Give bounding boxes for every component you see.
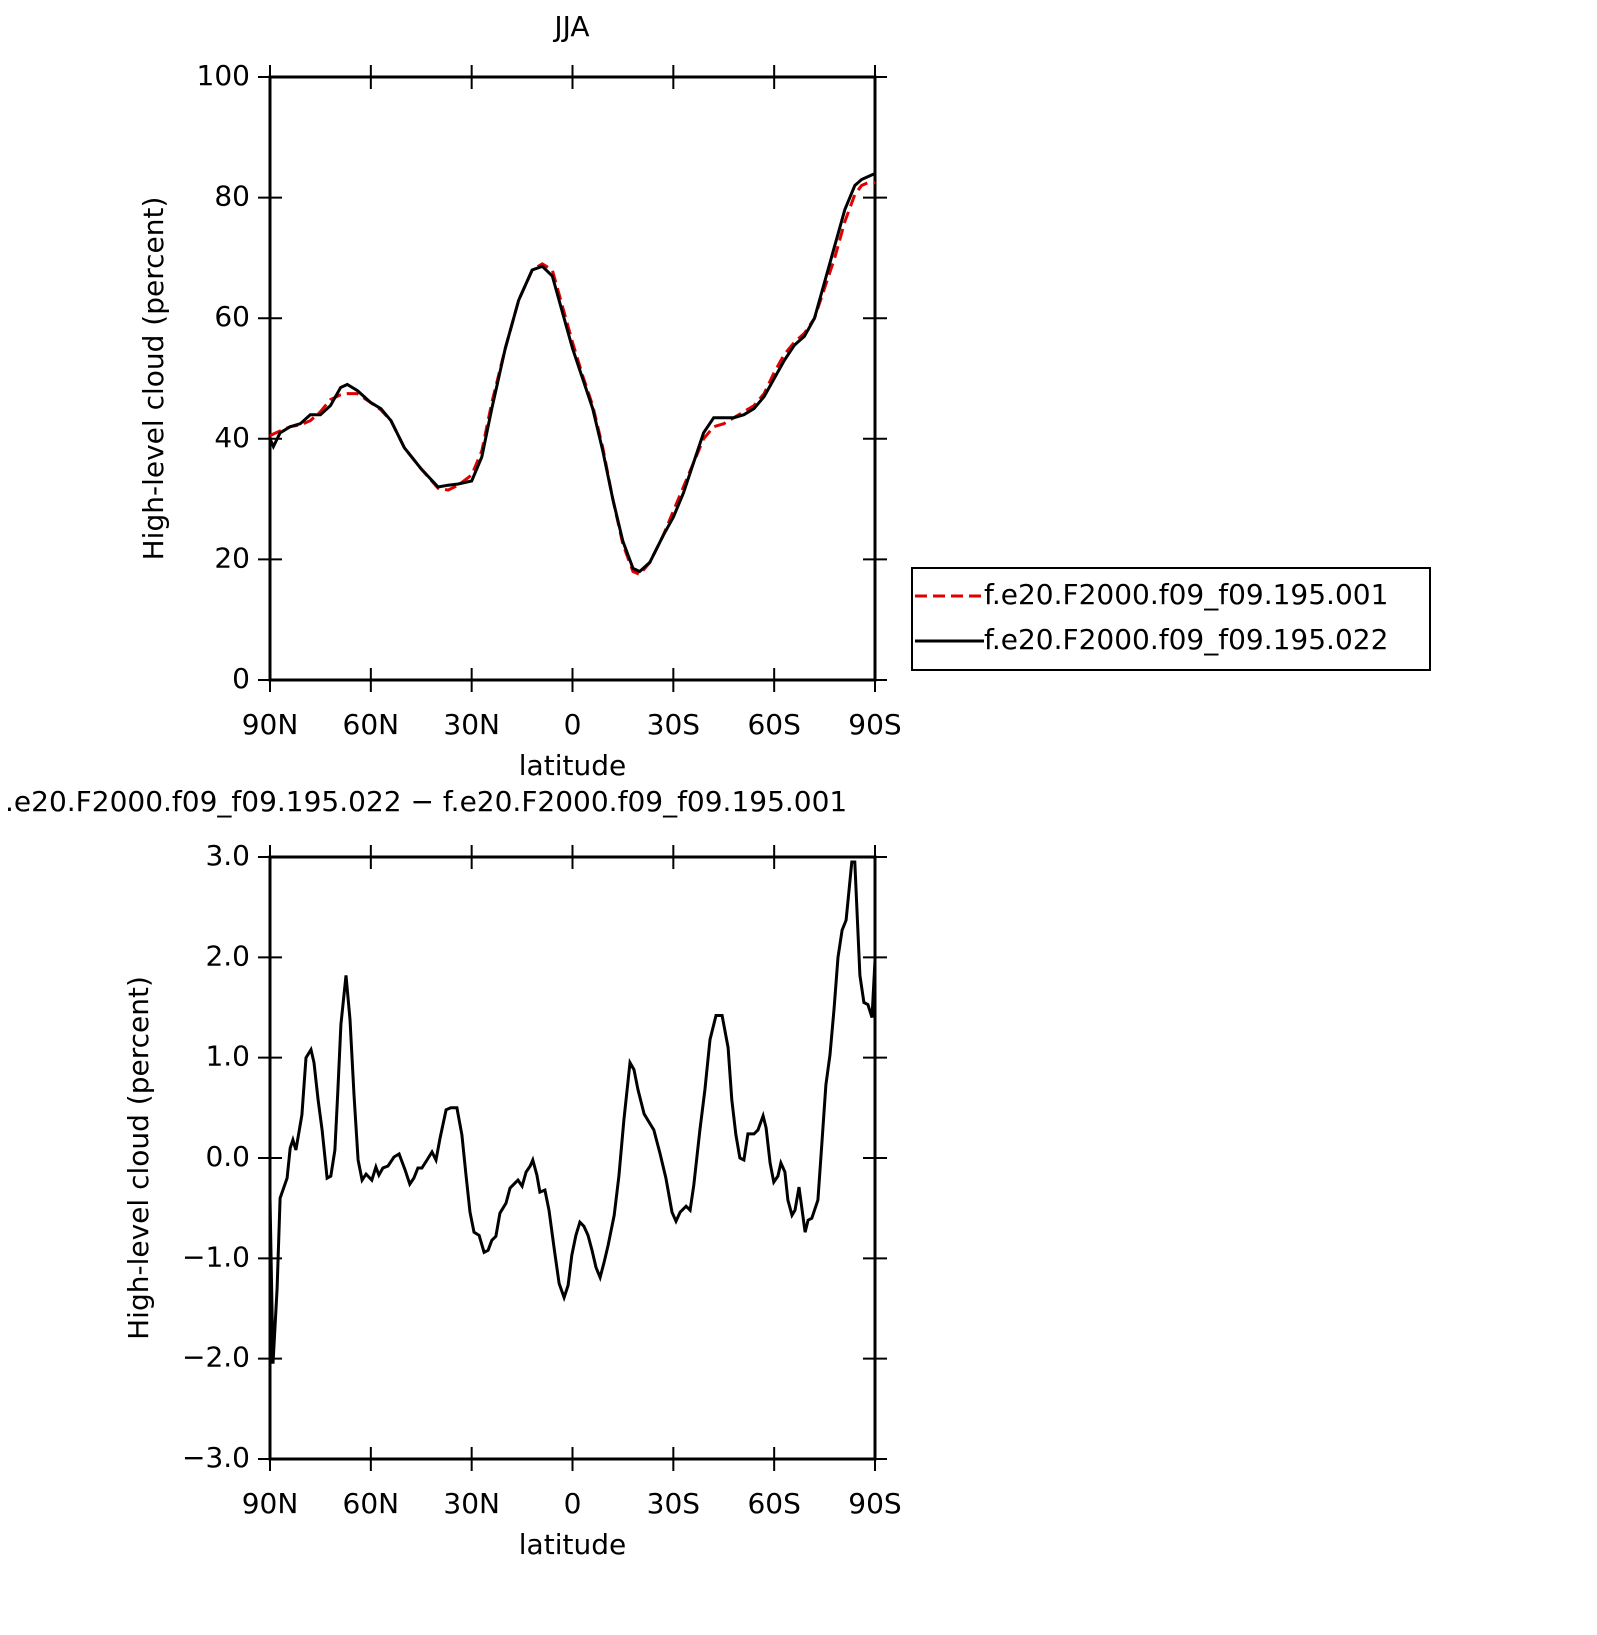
- legend-label: f.e20.F2000.f09_f09.195.022: [984, 623, 1388, 656]
- y-tick-label: 1.0: [205, 1040, 250, 1073]
- data-line: [268, 172, 876, 574]
- y-tick-label: 80: [214, 180, 250, 213]
- x-tick-label: 60S: [747, 1487, 800, 1520]
- y-tick-label: 100: [197, 59, 250, 92]
- x-tick-label: 30S: [647, 1487, 700, 1520]
- x-tick-label: 60N: [343, 1487, 400, 1520]
- chart-title: JJA: [552, 10, 589, 43]
- plot-frame: [268, 855, 877, 1461]
- x-tick-label: 30N: [443, 708, 500, 741]
- y-tick-label: 0: [232, 662, 250, 695]
- x-tick-label: 30N: [443, 1487, 500, 1520]
- y-tick-label: −1.0: [182, 1240, 250, 1273]
- y-axis-label: High-level cloud (percent): [122, 976, 155, 1340]
- y-axis-label: High-level cloud (percent): [137, 197, 170, 561]
- x-tick-label: 90N: [242, 1487, 299, 1520]
- y-tick-label: 3.0: [205, 839, 250, 872]
- x-axis-label: latitude: [519, 1528, 626, 1561]
- legend-box: [911, 567, 1431, 671]
- y-tick-label: 40: [214, 421, 250, 454]
- plot-frame: [268, 75, 877, 682]
- x-axis-label: latitude: [519, 749, 626, 782]
- x-tick-label: 60N: [343, 708, 400, 741]
- x-tick-label: 90S: [848, 708, 901, 741]
- y-tick-label: 2.0: [205, 939, 250, 972]
- y-tick-label: −3.0: [182, 1441, 250, 1474]
- y-tick-label: −2.0: [182, 1341, 250, 1374]
- data-line: [268, 860, 877, 1364]
- legend-label: f.e20.F2000.f09_f09.195.001: [984, 578, 1388, 611]
- x-tick-label: 90S: [848, 1487, 901, 1520]
- x-tick-label: 0: [564, 708, 582, 741]
- x-tick-label: 90N: [242, 708, 299, 741]
- y-tick-label: 60: [214, 300, 250, 333]
- y-tick-label: 0.0: [205, 1140, 250, 1173]
- data-line: [269, 181, 875, 577]
- x-tick-label: 30S: [647, 708, 700, 741]
- x-tick-label: 60S: [747, 708, 800, 741]
- y-tick-label: 20: [214, 541, 250, 574]
- x-tick-label: 0: [564, 1487, 582, 1520]
- chart-title: .e20.F2000.f09_f09.195.022 − f.e20.F2000…: [5, 785, 847, 818]
